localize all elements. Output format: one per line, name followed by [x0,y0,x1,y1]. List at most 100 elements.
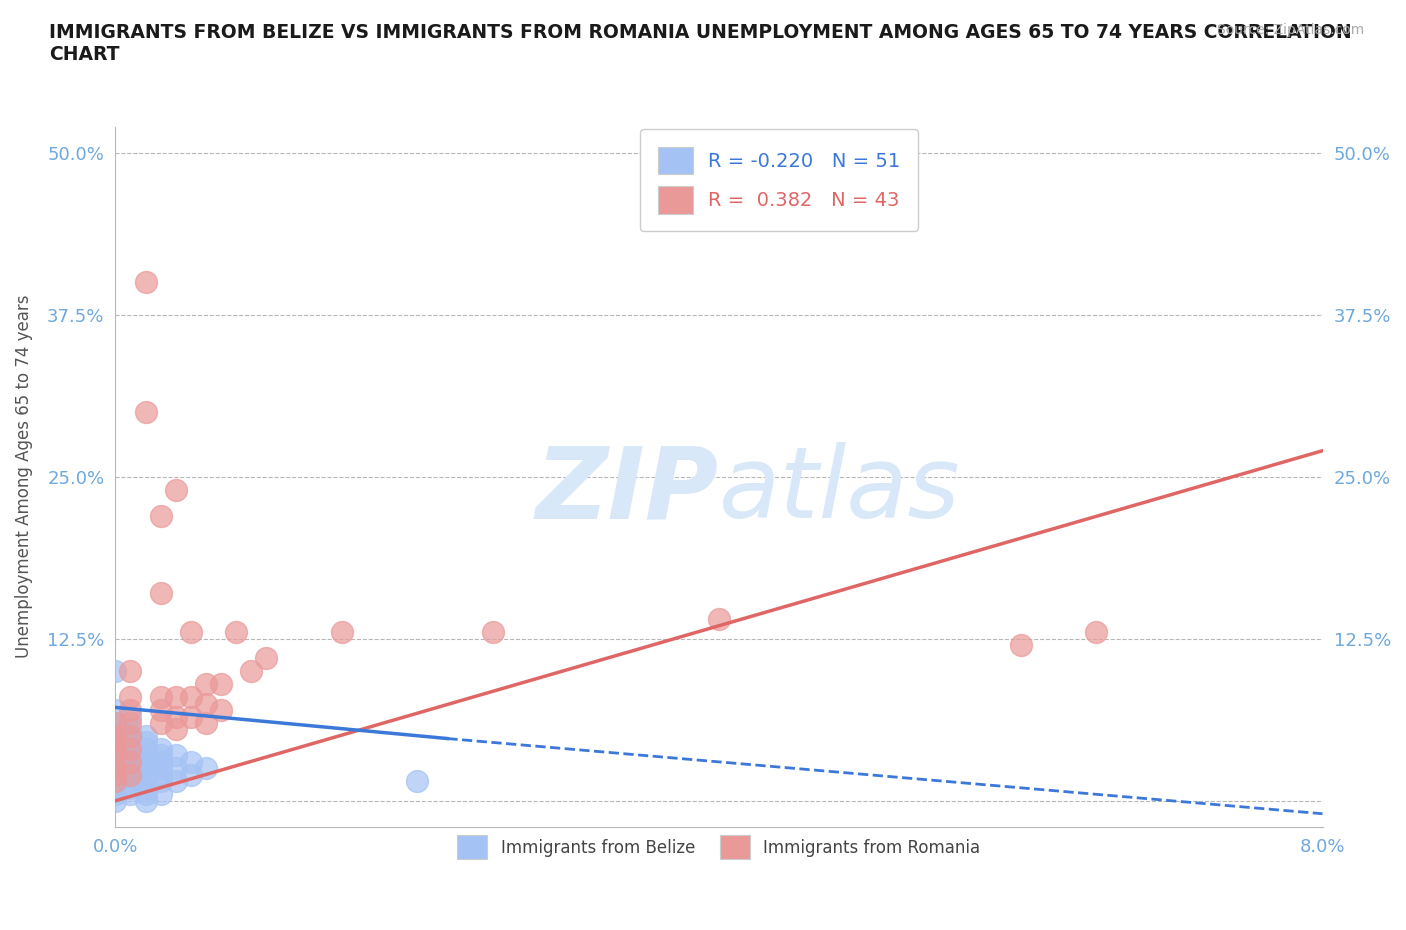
Point [104,702,127,717]
Point [104,774,127,789]
Point [120,664,142,679]
Point [104,741,127,756]
Point [120,722,142,737]
Point [120,728,142,743]
Point [1085,625,1108,640]
Point [149,754,172,769]
Point [165,748,187,763]
Point [104,767,127,782]
Point [120,767,142,782]
Legend: Immigrants from Belize, Immigrants from Romania: Immigrants from Belize, Immigrants from … [449,827,988,868]
Point [120,774,142,789]
Point [104,748,127,763]
Text: Source: ZipAtlas.com: Source: ZipAtlas.com [1216,23,1364,37]
Point [149,748,172,763]
Point [104,735,127,750]
Point [135,748,157,763]
Point [149,767,172,782]
Point [149,702,172,717]
Point [165,709,187,724]
Point [194,715,217,730]
Point [104,741,127,756]
Point [180,767,202,782]
Point [104,754,127,769]
Point [209,702,232,717]
Point [135,793,157,808]
Point [194,677,217,692]
Point [707,612,730,627]
Point [120,761,142,776]
Point [120,702,142,717]
Point [120,735,142,750]
Point [104,735,127,750]
Point [104,722,127,737]
Point [165,774,187,789]
Point [194,696,217,711]
Point [149,761,172,776]
Point [165,482,187,497]
Point [120,767,142,782]
Point [104,761,127,776]
Point [135,728,157,743]
Point [135,774,157,789]
Point [104,774,127,789]
Point [120,754,142,769]
Text: atlas: atlas [718,442,960,539]
Point [165,761,187,776]
Point [149,690,172,705]
Text: IMMIGRANTS FROM BELIZE VS IMMIGRANTS FROM ROMANIA UNEMPLOYMENT AMONG AGES 65 TO : IMMIGRANTS FROM BELIZE VS IMMIGRANTS FRO… [49,23,1351,64]
Point [104,761,127,776]
Point [104,793,127,808]
Point [135,767,157,782]
Point [194,761,217,776]
Point [330,625,353,640]
Point [180,754,202,769]
Point [104,748,127,763]
Point [165,690,187,705]
Point [120,741,142,756]
Point [135,780,157,795]
Point [104,728,127,743]
Y-axis label: Unemployment Among Ages 65 to 74 years: Unemployment Among Ages 65 to 74 years [15,295,32,658]
Point [104,767,127,782]
Point [149,787,172,802]
Point [120,741,142,756]
Point [120,715,142,730]
Point [120,780,142,795]
Point [120,748,142,763]
Point [104,664,127,679]
Point [104,715,127,730]
Point [135,405,157,419]
Point [135,787,157,802]
Point [104,715,127,730]
Point [406,774,429,789]
Text: ZIP: ZIP [536,442,718,539]
Point [180,690,202,705]
Point [149,715,172,730]
Point [120,787,142,802]
Point [104,780,127,795]
Point [149,508,172,523]
Point [1010,638,1032,653]
Point [135,735,157,750]
Point [135,754,157,769]
Point [225,625,247,640]
Point [149,586,172,601]
Point [120,728,142,743]
Point [120,709,142,724]
Point [481,625,503,640]
Point [135,761,157,776]
Point [104,787,127,802]
Point [149,774,172,789]
Point [180,625,202,640]
Point [165,722,187,737]
Point [180,709,202,724]
Point [120,754,142,769]
Point [120,690,142,705]
Point [240,664,263,679]
Point [254,651,277,666]
Point [149,741,172,756]
Point [135,741,157,756]
Point [209,677,232,692]
Point [135,274,157,289]
